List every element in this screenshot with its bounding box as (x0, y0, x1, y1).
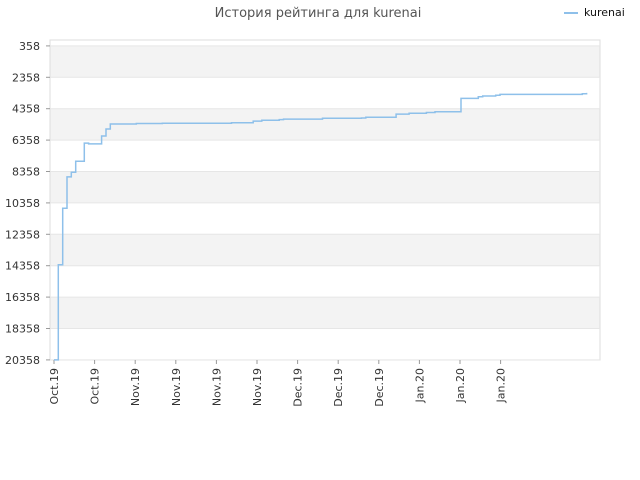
y-axis: 358 2358 4358 6358 8358 10358 12358 14358 16358 1… (5, 40, 50, 367)
y-tick-label: 8358 (12, 166, 40, 179)
y-tick-label: 6358 (12, 134, 40, 147)
series-layer (54, 92, 588, 361)
x-tick-label: Jan.20 (495, 368, 508, 403)
chart-title: История рейтинга для kurenai (215, 6, 422, 21)
grid-band (50, 108, 600, 141)
y-tick-label: 10358 (5, 197, 40, 210)
x-tick-label: Nov.19 (129, 368, 142, 406)
x-tick-label: Nov.19 (210, 368, 223, 406)
y-tick-label: 16358 (5, 291, 40, 304)
x-tick-label: Nov.19 (170, 368, 183, 406)
y-tick-label: 18358 (5, 323, 40, 336)
x-tick-label: Dec.19 (373, 368, 386, 407)
x-tick-label: Dec.19 (332, 368, 345, 407)
x-axis: Oct.19 Oct.19 Nov.19 Nov.19 Nov.19 Nov.19 Dec.… (48, 360, 508, 407)
y-tick-label: 12358 (5, 228, 40, 241)
x-tick-label: Nov.19 (251, 368, 264, 406)
x-tick-label: Oct.19 (48, 368, 61, 405)
grid-band (50, 45, 600, 78)
y-tick-label: 20358 (5, 354, 40, 367)
y-tick-label: 4358 (12, 103, 40, 116)
x-tick-label: Jan.20 (454, 368, 467, 403)
legend: kurenai (564, 6, 625, 19)
y-tick-label: 14358 (5, 260, 40, 273)
grid-band (50, 234, 600, 266)
x-tick-label: Jan.20 (413, 368, 426, 403)
x-tick-label: Dec.19 (292, 368, 305, 407)
legend-label: kurenai (584, 6, 625, 19)
grid-band (50, 171, 600, 203)
series-line-kurenai (54, 92, 588, 361)
y-tick-label: 358 (19, 40, 40, 53)
plot-background (49, 39, 601, 361)
y-tick-label: 2358 (12, 71, 40, 84)
x-tick-label: Oct.19 (89, 368, 102, 405)
grid-band (50, 297, 600, 329)
